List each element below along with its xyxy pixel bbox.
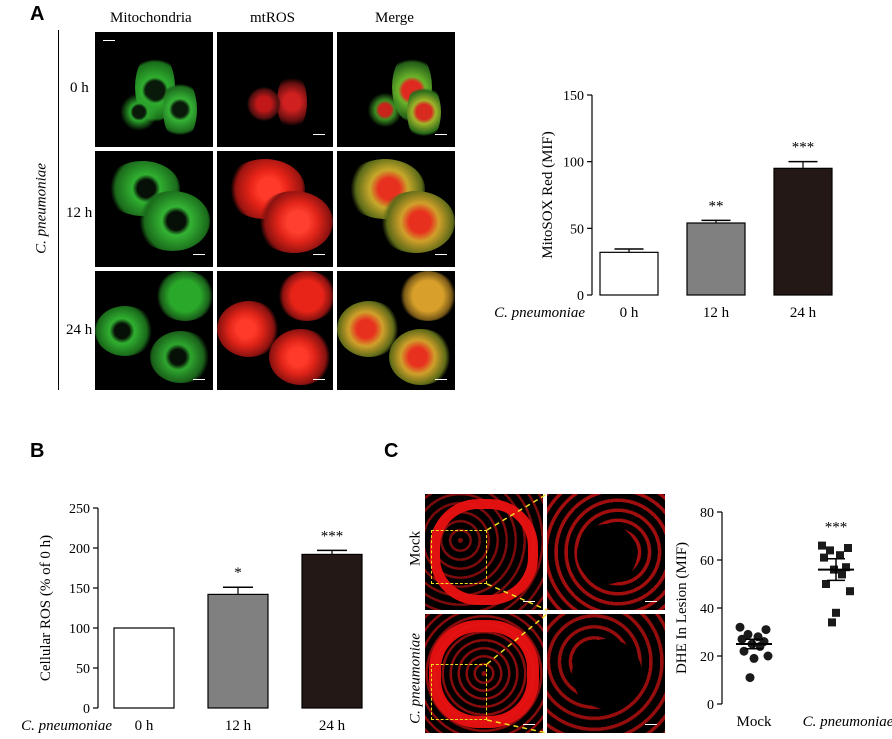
row-label-12h: 12 h [66, 205, 93, 221]
data-point-mock [745, 673, 755, 683]
significance-label: *** [792, 140, 815, 156]
data-point-mock [763, 651, 773, 661]
data-point-mock [739, 646, 749, 656]
x-tick-label: 0 h [620, 305, 639, 321]
column-label-mtros: mtROS [250, 10, 296, 26]
y-axis-title: MitoSOX Red (MIF) [540, 131, 556, 259]
micrograph-cpn-lesion [425, 614, 543, 733]
bar-12h [207, 593, 269, 709]
micrograph-merge-12h [337, 151, 455, 267]
micrograph-cpn-zoom [547, 614, 665, 733]
micrograph-mitochondria-24h [95, 271, 213, 390]
data-point-mock [761, 625, 771, 635]
x-tick-label: C. pneumoniae [803, 714, 892, 730]
x-tick-label: 0 h [135, 718, 154, 734]
row-label-c-pneumoniae: C. pneumoniae [407, 633, 424, 724]
y-tick-label: 50 [76, 662, 90, 677]
x-axis-title: C. pneumoniae [494, 305, 585, 321]
micrograph-mitochondria-0h [95, 32, 213, 147]
micrograph-mitochondria-12h [95, 151, 213, 267]
data-point-cpn [822, 580, 830, 588]
y-tick-label: 80 [700, 506, 714, 521]
data-point-cpn [820, 553, 828, 562]
micrograph-merge-24h [337, 271, 455, 390]
y-tick-label: 60 [700, 554, 714, 569]
y-axis-title: DHE In Lesion (MIF) [674, 542, 690, 674]
chart-b-cellular-ros: 0 50 100 150 200 250 Cellular ROS (% of 0 h) 0 … [21, 502, 363, 734]
bar-12h [686, 222, 746, 296]
significance-label: *** [321, 528, 344, 544]
x-tick-label: 12 h [703, 305, 730, 321]
y-tick-label: 150 [563, 89, 584, 104]
micrograph-mtros-24h [217, 271, 333, 390]
row-label-24h: 24 h [66, 322, 93, 338]
data-point-mock [749, 653, 759, 663]
micrograph-mock-lesion [425, 494, 543, 610]
x-tick-label: Mock [737, 714, 772, 730]
micrograph-mock-zoom [547, 494, 665, 610]
y-tick-label: 0 [83, 702, 90, 717]
panel-letter-b: B [30, 440, 45, 462]
y-tick-label: 150 [69, 582, 90, 597]
significance-label: ** [709, 198, 724, 214]
micrograph-mtros-0h [217, 32, 333, 147]
panel-letter-a: A [30, 3, 45, 25]
row-label-0h: 0 h [70, 80, 89, 96]
chart-a-mitosox: 0 50 100 150 MitoSOX Red (MIF) 0 h ** 12 h *** 24… [494, 89, 833, 321]
micrograph-mtros-12h [217, 151, 333, 267]
data-point-cpn [828, 618, 836, 627]
data-point-cpn [838, 570, 846, 579]
x-tick-label: 24 h [790, 305, 817, 321]
x-tick-label: 12 h [225, 718, 252, 734]
data-point-mock [735, 622, 745, 632]
y-tick-label: 200 [69, 542, 90, 557]
y-tick-label: 20 [700, 650, 714, 665]
column-label-merge: Merge [375, 10, 414, 26]
data-point-cpn [836, 551, 844, 560]
row-group-bracket [58, 30, 59, 390]
x-tick-label: 24 h [319, 718, 346, 734]
data-point-cpn [844, 544, 852, 552]
data-point-cpn [826, 546, 834, 555]
bar-0h [113, 627, 175, 709]
data-point-cpn [846, 587, 854, 596]
y-tick-label: 250 [69, 502, 90, 517]
significance-label: *** [825, 520, 848, 536]
column-label-mitochondria: Mitochondria [110, 10, 192, 26]
chart-c-dhe: 0 20 40 60 80 DHE In Lesion (MIF) Mock *** C. pn… [674, 506, 892, 730]
data-point-mock [743, 629, 753, 639]
bar-24h [773, 167, 833, 296]
y-tick-label: 0 [707, 698, 714, 713]
data-point-cpn [818, 541, 826, 550]
data-point-cpn [832, 608, 840, 617]
y-tick-label: 50 [570, 222, 584, 237]
data-point-cpn [842, 563, 850, 572]
row-label-mock: Mock [407, 531, 424, 566]
micrograph-merge-0h [337, 32, 455, 147]
y-tick-label: 40 [700, 602, 714, 617]
bar-24h [301, 553, 363, 709]
panel-letter-c: C [384, 440, 399, 462]
y-tick-label: 100 [69, 622, 90, 637]
y-axis-title: Cellular ROS (% of 0 h) [38, 535, 54, 681]
data-point-mock [737, 634, 747, 644]
x-axis-title: C. pneumoniae [21, 718, 112, 734]
row-group-label: C. pneumoniae [33, 163, 50, 254]
significance-label: * [234, 565, 242, 581]
zoom-guide-lines [486, 494, 548, 734]
y-tick-label: 100 [563, 156, 584, 171]
y-tick-label: 0 [577, 289, 584, 304]
bar-0h [599, 251, 659, 296]
